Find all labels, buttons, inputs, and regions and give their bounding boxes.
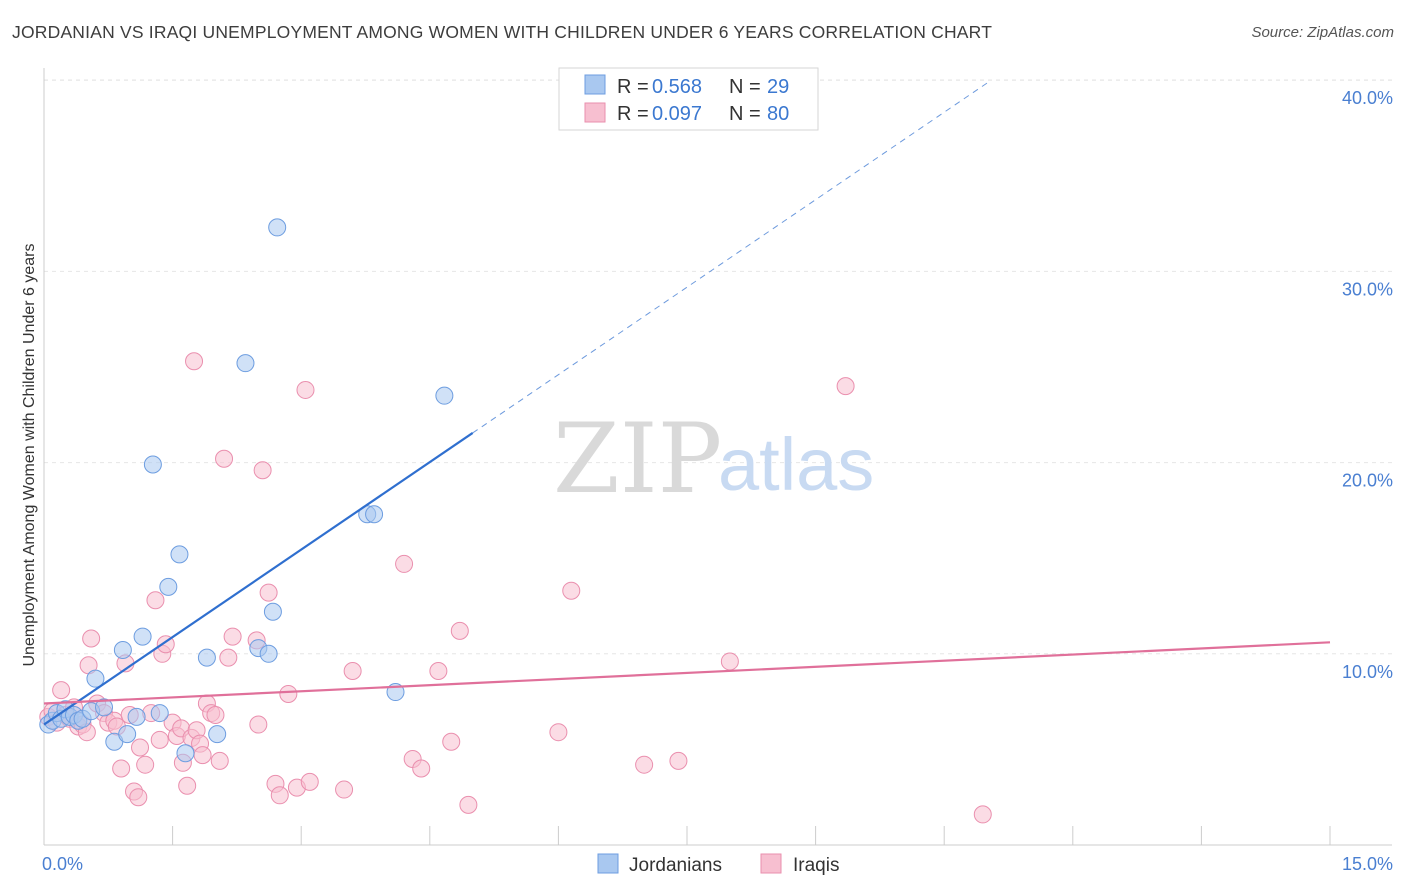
iraqi-point [395,554,414,573]
iraqi-point [562,581,581,600]
y-tick-label: 40.0% [1342,88,1393,108]
stats-legend: R = 0.568 N = 29 R = 0.097 N = 80 [558,67,819,131]
iraqi-point [112,759,131,778]
iraqi-point [300,772,319,791]
jordanian-point [143,455,162,474]
jordanian-point [170,545,189,564]
iraqi-point [973,805,992,824]
iraqi-point [219,648,238,667]
iraqi-point [131,738,150,757]
iraqi-point [669,751,688,770]
jordanian-point [127,707,146,726]
watermark: ZIP atlas [553,403,874,515]
jordanian-point [86,669,105,688]
iraqi-point [193,746,212,765]
jordanian-point [150,704,169,723]
iraqi-point [450,621,469,640]
iraqi-point [635,755,654,774]
iraqi-point [150,730,169,749]
jordanian-point [268,218,287,237]
x-tick-label-max: 15.0% [1342,854,1393,874]
bottom-legend-jordanians: Jordanians [629,855,722,876]
jordanian-r-value: 0.568 [652,76,702,98]
y-tick-label: 30.0% [1342,279,1393,299]
jordanian-trendline [43,432,474,726]
jordanian-point [365,505,384,524]
jordanian-point [118,725,137,744]
iraqi-point [429,662,448,681]
iraqi-point [296,380,315,399]
iraqi-n-label: N = [729,103,761,125]
source-label: Source: ZipAtlas.com [1251,24,1394,41]
iraqi-point [335,780,354,799]
iraqi-swatch [584,102,606,123]
iraqi-point [836,377,855,396]
iraqi-point [549,723,568,742]
iraqi-point [185,352,204,371]
bottom-legend-iraqis: Iraqis [793,855,839,876]
y-tick-label: 10.0% [1342,662,1393,682]
iraqi-point [442,732,461,751]
watermark-atlas: atlas [718,423,874,506]
iraqi-point [52,681,71,700]
iraqi-point [259,583,278,602]
iraqi-point [459,795,478,814]
jordanian-point [197,648,216,667]
iraqi-point [210,751,229,770]
iraqi-point [215,449,234,468]
watermark-zip: ZIP [553,403,722,515]
iraqi-point [343,662,362,681]
jordanian-point [208,725,227,744]
trendlines [43,82,1331,726]
jordanian-trendline-extension [472,82,988,434]
tick-labels: 10.0% 20.0% 30.0% 40.0% 0.0% 15.0% [42,88,1393,874]
y-tick-label: 20.0% [1342,471,1393,491]
iraqi-point [82,629,101,648]
iraqi-point [178,776,197,795]
x-tick-label-min: 0.0% [42,854,83,874]
jordanian-point [435,386,454,405]
jordanian-points [39,218,454,763]
jordanian-swatch [584,74,606,95]
jordanian-n-label: N = [729,76,761,98]
iraqi-point [253,461,272,480]
iraqi-point [129,788,148,807]
jordanian-r-label: R = [617,76,649,98]
iraqi-point [206,705,225,724]
iraqi-point [279,684,298,703]
iraqi-r-value: 0.097 [652,103,702,125]
iraqi-point [270,786,289,805]
jordanian-n-value: 29 [767,76,789,98]
bottom-legend-iraqi-swatch [760,853,782,874]
iraqi-r-label: R = [617,103,649,125]
bottom-legend-jordanian-swatch [597,853,619,874]
jordanian-point [159,577,178,596]
iraqi-trendline [43,641,1331,705]
bottom-legend: Jordanians Iraqis [597,853,839,876]
jordanian-point [95,698,114,717]
jordanian-point [176,744,195,763]
iraqi-point [146,591,165,610]
jordanian-point [113,640,132,659]
iraqi-point [249,715,268,734]
jordanian-point [236,354,255,373]
iraqi-point [720,652,739,671]
iraqi-point [223,627,242,646]
iraqi-n-value: 80 [767,103,789,125]
chart-title: JORDANIAN VS IRAQI UNEMPLOYMENT AMONG WO… [12,22,993,42]
jordanian-point [133,627,152,646]
jordanian-point [259,644,278,663]
iraqi-point [412,759,431,778]
iraqi-point [136,755,155,774]
jordanian-point [263,602,282,621]
